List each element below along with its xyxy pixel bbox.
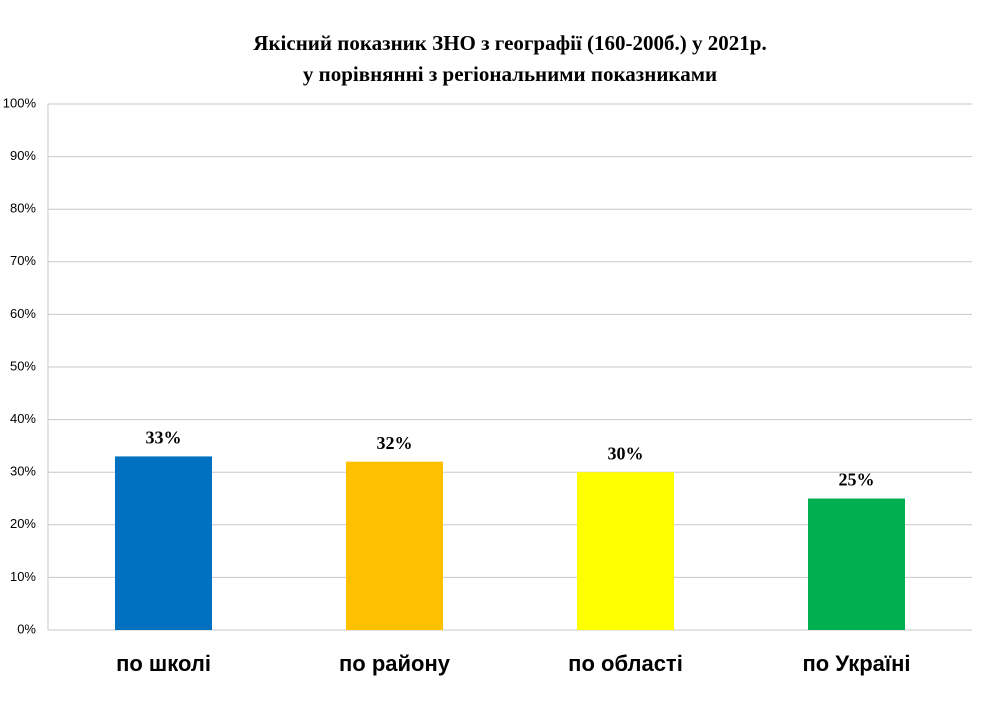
y-tick-label: 80% [10, 201, 36, 216]
y-tick-label: 100% [3, 95, 37, 110]
chart-subtitle: у порівнянні з регіональними показниками [303, 62, 717, 86]
bar [114, 456, 213, 630]
y-tick-label: 10% [10, 569, 36, 584]
y-tick-label: 50% [10, 358, 36, 373]
y-tick-label: 60% [10, 306, 36, 321]
y-tick-label: 40% [10, 411, 36, 426]
x-tick-label: по школі [116, 651, 211, 676]
value-label: 30% [608, 443, 644, 463]
bar [345, 461, 444, 630]
x-tick-label: по Україні [803, 651, 911, 676]
y-tick-label: 20% [10, 516, 36, 531]
chart-title: Якісний показник ЗНО з географії (160-20… [253, 31, 766, 55]
y-tick-label: 90% [10, 148, 36, 163]
value-label: 33% [146, 428, 182, 448]
y-tick-label: 0% [17, 621, 36, 636]
y-tick-label: 70% [10, 253, 36, 268]
bar [576, 472, 675, 630]
x-tick-label: по області [568, 651, 683, 676]
y-tick-label: 30% [10, 464, 36, 479]
x-tick-label: по району [339, 651, 451, 676]
value-label: 25% [839, 470, 875, 490]
value-label: 32% [377, 433, 413, 453]
bar [807, 498, 906, 630]
